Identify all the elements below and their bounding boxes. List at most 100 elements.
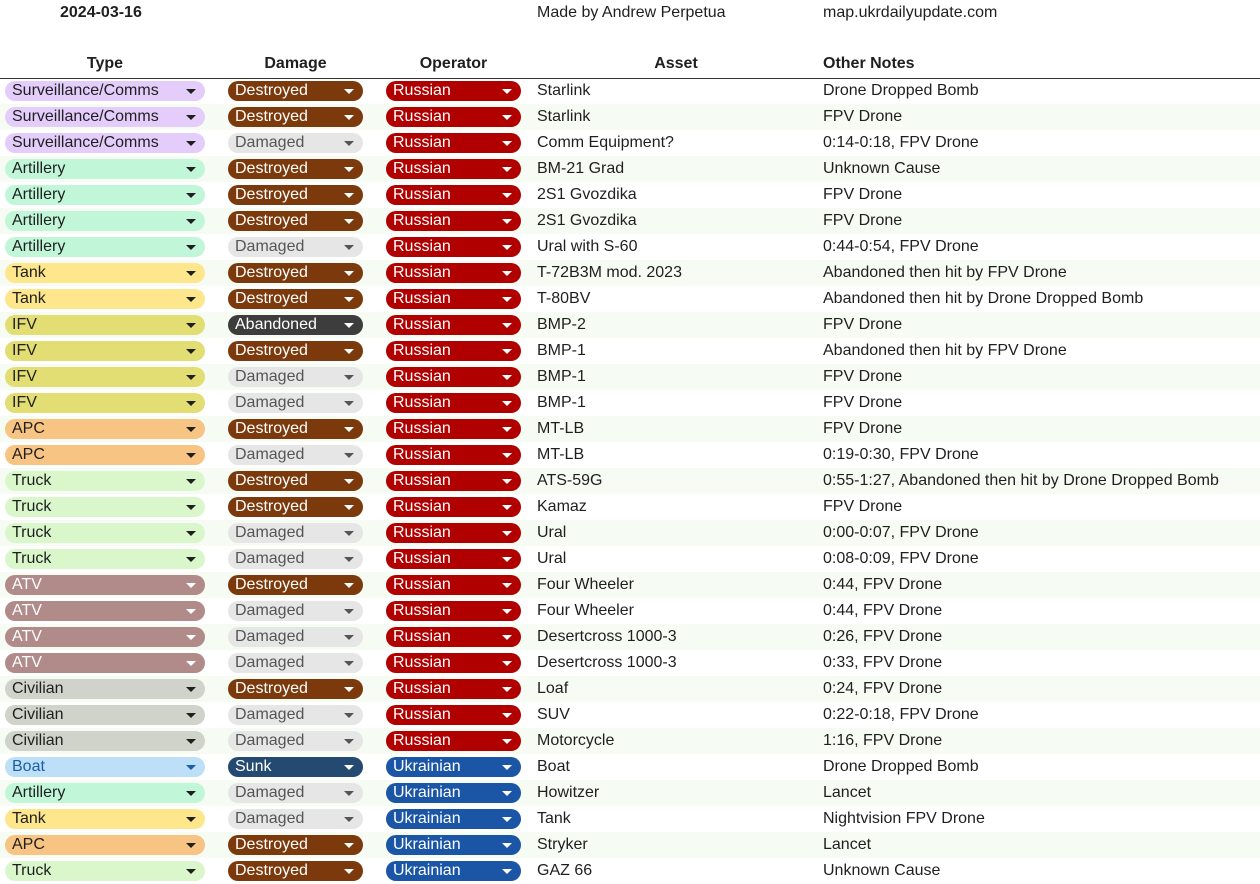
operator-dropdown[interactable]: Russian (386, 653, 521, 673)
asset-cell[interactable]: BMP-1 (537, 368, 586, 385)
damage-dropdown[interactable]: Destroyed (228, 835, 363, 855)
notes-cell[interactable]: Lancet (823, 784, 872, 801)
type-dropdown[interactable]: Civilian (5, 679, 205, 699)
operator-dropdown[interactable]: Russian (386, 679, 521, 699)
damage-dropdown[interactable]: Damaged (228, 705, 363, 725)
type-dropdown[interactable]: Boat (5, 757, 205, 777)
damage-dropdown[interactable]: Destroyed (228, 419, 363, 439)
damage-dropdown[interactable]: Destroyed (228, 185, 363, 205)
asset-cell[interactable]: Desertcross 1000-3 (537, 654, 677, 671)
operator-dropdown[interactable]: Ukrainian (386, 757, 521, 777)
notes-cell[interactable]: Lancet (823, 836, 872, 853)
type-dropdown[interactable]: IFV (5, 367, 205, 387)
type-dropdown[interactable]: ATV (5, 575, 205, 595)
operator-dropdown[interactable]: Russian (386, 705, 521, 725)
asset-cell[interactable]: Kamaz (537, 498, 587, 515)
operator-dropdown[interactable]: Russian (386, 393, 521, 413)
asset-cell[interactable]: MT-LB (537, 446, 585, 463)
damage-dropdown[interactable]: Sunk (228, 757, 363, 777)
operator-dropdown[interactable]: Russian (386, 185, 521, 205)
notes-cell[interactable]: Nightvision FPV Drone (823, 810, 985, 827)
asset-cell[interactable]: Ural (537, 524, 567, 541)
operator-dropdown[interactable]: Ukrainian (386, 835, 521, 855)
asset-cell[interactable]: BMP-2 (537, 316, 586, 333)
notes-cell[interactable]: 0:44, FPV Drone (823, 576, 943, 593)
notes-cell[interactable]: FPV Drone (823, 212, 903, 229)
asset-cell[interactable]: Motorcycle (537, 732, 615, 749)
damage-dropdown[interactable]: Abandoned (228, 315, 363, 335)
operator-dropdown[interactable]: Russian (386, 237, 521, 257)
damage-dropdown[interactable]: Destroyed (228, 289, 363, 309)
type-dropdown[interactable]: ATV (5, 601, 205, 621)
damage-dropdown[interactable]: Destroyed (228, 861, 363, 881)
type-dropdown[interactable]: IFV (5, 341, 205, 361)
type-dropdown[interactable]: Artillery (5, 185, 205, 205)
notes-cell[interactable]: FPV Drone (823, 368, 903, 385)
notes-cell[interactable]: Abandoned then hit by FPV Drone (823, 342, 1067, 359)
operator-dropdown[interactable]: Russian (386, 367, 521, 387)
type-dropdown[interactable]: Truck (5, 497, 205, 517)
asset-cell[interactable]: 2S1 Gvozdika (537, 186, 637, 203)
type-dropdown[interactable]: Surveillance/Comms (5, 133, 205, 153)
damage-dropdown[interactable]: Damaged (228, 549, 363, 569)
damage-dropdown[interactable]: Damaged (228, 627, 363, 647)
notes-cell[interactable]: 0:55-1:27, Abandoned then hit by Drone D… (823, 472, 1219, 489)
type-dropdown[interactable]: APC (5, 835, 205, 855)
operator-dropdown[interactable]: Russian (386, 601, 521, 621)
asset-cell[interactable]: T-80BV (537, 290, 591, 307)
operator-dropdown[interactable]: Russian (386, 107, 521, 127)
operator-dropdown[interactable]: Russian (386, 575, 521, 595)
notes-cell[interactable]: 0:33, FPV Drone (823, 654, 943, 671)
damage-dropdown[interactable]: Destroyed (228, 679, 363, 699)
asset-cell[interactable]: Howitzer (537, 784, 600, 801)
asset-cell[interactable]: ATS-59G (537, 472, 603, 489)
notes-cell[interactable]: FPV Drone (823, 186, 903, 203)
damage-dropdown[interactable]: Damaged (228, 133, 363, 153)
asset-cell[interactable]: BM-21 Grad (537, 160, 625, 177)
asset-cell[interactable]: GAZ 66 (537, 862, 593, 879)
notes-cell[interactable]: Unknown Cause (823, 862, 941, 879)
operator-dropdown[interactable]: Russian (386, 133, 521, 153)
damage-dropdown[interactable]: Destroyed (228, 497, 363, 517)
damage-dropdown[interactable]: Destroyed (228, 159, 363, 179)
notes-cell[interactable]: Drone Dropped Bomb (823, 758, 979, 775)
type-dropdown[interactable]: Artillery (5, 211, 205, 231)
damage-dropdown[interactable]: Damaged (228, 393, 363, 413)
notes-cell[interactable]: FPV Drone (823, 316, 903, 333)
type-dropdown[interactable]: Tank (5, 809, 205, 829)
notes-cell[interactable]: 0:22-0:18, FPV Drone (823, 706, 979, 723)
asset-cell[interactable]: Loaf (537, 680, 569, 697)
notes-cell[interactable]: 0:44-0:54, FPV Drone (823, 238, 979, 255)
asset-cell[interactable]: BMP-1 (537, 342, 586, 359)
notes-cell[interactable]: Abandoned then hit by FPV Drone (823, 264, 1067, 281)
type-dropdown[interactable]: ATV (5, 653, 205, 673)
asset-cell[interactable]: Ural (537, 550, 567, 567)
damage-dropdown[interactable]: Destroyed (228, 471, 363, 491)
notes-cell[interactable]: Unknown Cause (823, 160, 941, 177)
type-dropdown[interactable]: ATV (5, 627, 205, 647)
damage-dropdown[interactable]: Damaged (228, 653, 363, 673)
asset-cell[interactable]: Ural with S-60 (537, 238, 638, 255)
type-dropdown[interactable]: Surveillance/Comms (5, 81, 205, 101)
type-dropdown[interactable]: Surveillance/Comms (5, 107, 205, 127)
operator-dropdown[interactable]: Russian (386, 315, 521, 335)
type-dropdown[interactable]: Truck (5, 523, 205, 543)
damage-dropdown[interactable]: Damaged (228, 809, 363, 829)
type-dropdown[interactable]: IFV (5, 315, 205, 335)
notes-cell[interactable]: 1:16, FPV Drone (823, 732, 943, 749)
type-dropdown[interactable]: Truck (5, 861, 205, 881)
type-dropdown[interactable]: Artillery (5, 237, 205, 257)
notes-cell[interactable]: 0:24, FPV Drone (823, 680, 943, 697)
type-dropdown[interactable]: Civilian (5, 705, 205, 725)
notes-cell[interactable]: 0:26, FPV Drone (823, 628, 943, 645)
asset-cell[interactable]: Boat (537, 758, 570, 775)
type-dropdown[interactable]: Tank (5, 289, 205, 309)
asset-cell[interactable]: 2S1 Gvozdika (537, 212, 637, 229)
asset-cell[interactable]: Desertcross 1000-3 (537, 628, 677, 645)
damage-dropdown[interactable]: Damaged (228, 445, 363, 465)
damage-dropdown[interactable]: Damaged (228, 731, 363, 751)
operator-dropdown[interactable]: Russian (386, 731, 521, 751)
notes-cell[interactable]: FPV Drone (823, 420, 903, 437)
notes-cell[interactable]: FPV Drone (823, 108, 903, 125)
asset-cell[interactable]: Starlink (537, 82, 591, 99)
